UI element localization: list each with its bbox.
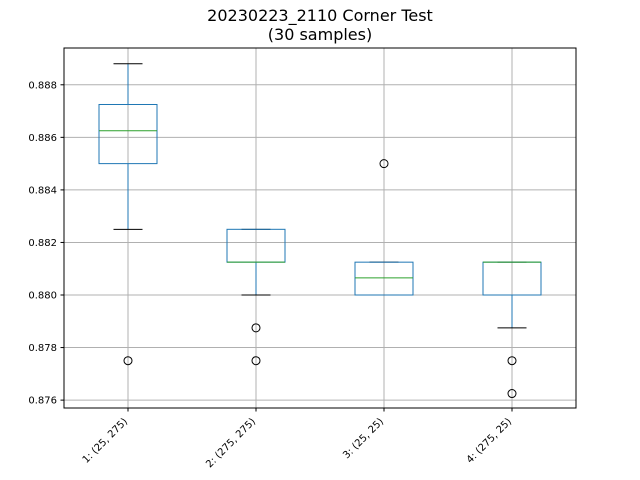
y-tick-label: 0.882 [28, 238, 57, 249]
x-tick-label: 4: (275, 25) [465, 416, 514, 465]
outlier-point [379, 159, 389, 169]
iqr-box [354, 261, 414, 296]
y-axis: 0.876 0.878 0.880 0.882 0.884 0.886 0.888 [28, 80, 64, 407]
y-tick-label: 0.880 [28, 291, 57, 302]
box-group [482, 261, 542, 399]
x-axis: 1: (25, 275) 2: (275, 275) 3: (25, 25) 4: (… [81, 408, 514, 470]
x-tick-label: 1: (25, 275) [81, 416, 130, 465]
chart-subtitle: (30 samples) [268, 25, 372, 44]
box-group [354, 159, 414, 296]
outlier-point [123, 356, 133, 366]
y-tick-label: 0.876 [28, 396, 57, 407]
box-group [98, 63, 158, 366]
grid-lines [64, 48, 576, 408]
iqr-box [98, 103, 158, 165]
y-tick-label: 0.888 [28, 80, 57, 91]
chart-title: 20230223_2110 Corner Test [207, 6, 433, 26]
y-tick-label: 0.884 [28, 185, 57, 196]
y-tick-label: 0.886 [28, 133, 57, 144]
outlier-point [507, 389, 517, 399]
y-tick-label: 0.878 [28, 343, 57, 354]
boxes [98, 63, 542, 399]
outlier-point [251, 323, 261, 333]
box-group [226, 228, 286, 366]
outlier-point [251, 356, 261, 366]
outlier-point [507, 356, 517, 366]
x-tick-label: 2: (275, 275) [204, 416, 258, 470]
x-tick-label: 3: (25, 25) [341, 416, 386, 461]
plot-frame [63, 47, 577, 409]
